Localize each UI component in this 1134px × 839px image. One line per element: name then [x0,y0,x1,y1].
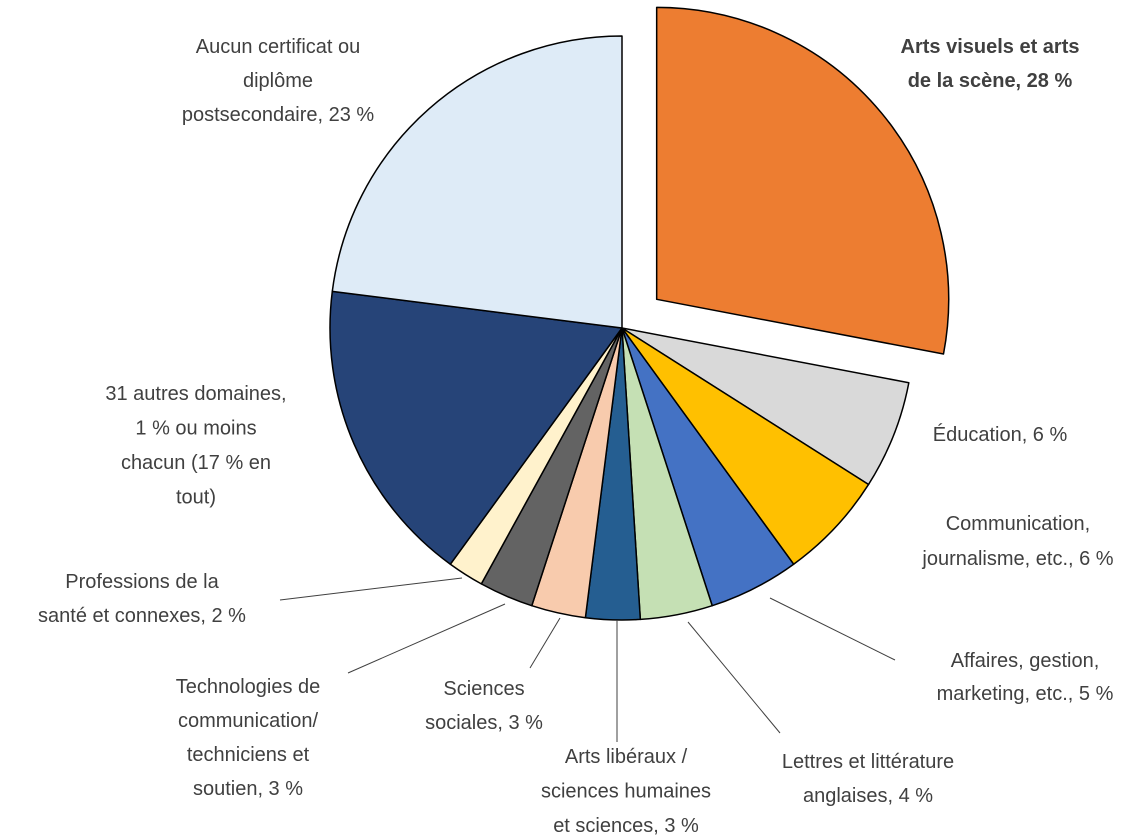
slice-label: Professions de la santé et connexes, 2 % [38,571,246,627]
slice-label-line: marketing, etc., 5 % [937,683,1114,705]
leader-line [687,621,781,734]
slice-label-line: Lettres et littérature [782,751,954,773]
slice-label-line: postsecondaire, 23 % [182,104,375,126]
leader-line [529,617,561,669]
slice-label-line: Technologies de [176,676,321,698]
slice-label: Arts libéraux / sciences humaines et scien… [541,746,711,837]
slice-label-line: anglaises, 4 % [803,785,933,807]
slice-label: Sciences sociales, 3 % [425,678,543,734]
slice-label-line: diplôme [243,70,313,92]
slice-label-line: communication/ [178,710,319,732]
pie-slice [655,6,950,355]
leader-line [347,603,506,674]
slice-label-line: 31 autres domaines, [105,383,286,405]
slice-label-line: soutien, 3 % [193,778,303,800]
slice-label-line: sciences humaines [541,781,711,803]
slice-label-line: et sciences, 3 % [553,815,699,837]
slice-label-line: techniciens et [187,744,310,766]
pie-slice [329,290,623,565]
slice-label-line: Arts libéraux / [565,746,688,768]
slice-label-line: 1 % ou moins [135,418,256,440]
slice-label-line: journalisme, etc., 6 % [921,548,1113,570]
slice-label-line: santé et connexes, 2 % [38,605,246,627]
slice-label-line: tout) [176,487,216,509]
slice-label: Éducation, 6 % [933,423,1068,446]
slice-label-line: Aucun certificat ou [196,36,361,58]
slice-label: 31 autres domaines, 1 % ou moins chacun (1… [105,383,286,509]
slice-label-line: de la scène, 28 % [908,70,1073,92]
slice-label-line: Arts visuels et arts [901,36,1080,58]
slice-label: Technologies de communication/techniciens… [176,676,321,800]
pie-slice [331,35,623,329]
slice-label-line: Éducation, 6 % [933,423,1068,446]
leader-line [769,597,896,661]
slice-label: Lettres et littérature anglaises, 4 % [782,751,954,807]
slice-label-line: sociales, 3 % [425,712,543,734]
leader-line [279,577,463,601]
slice-label-line: Professions de la [65,571,219,593]
slice-label-line: Affaires, gestion, [951,650,1100,672]
slice-label-line: Communication, [946,513,1091,535]
slice-label: Arts visuels et arts de la scène, 28 % [901,36,1080,92]
slice-label: Affaires, gestion, marketing, etc., 5 % [937,650,1114,705]
slice-label: Communication, journalisme, etc., 6 % [921,513,1113,570]
slice-label-line: Sciences [443,678,524,700]
slice-label-line: chacun (17 % en [121,452,271,474]
slice-label: Aucun certificat ou diplôme postsecondaire… [182,36,375,126]
